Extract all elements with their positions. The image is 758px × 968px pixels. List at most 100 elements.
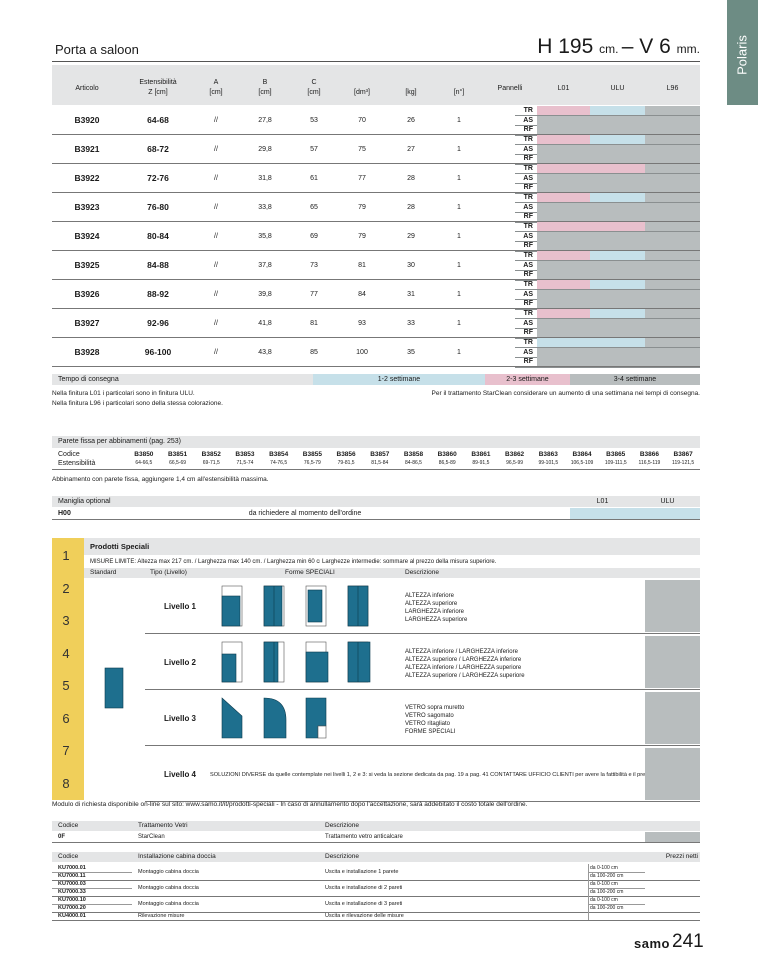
- sub-rule: [515, 260, 700, 261]
- fixed-ext: 99-101,5: [538, 460, 559, 466]
- level-desc: SOLUZIONI DIVERSE da quelle contemplate …: [210, 772, 645, 778]
- install-range: da 100-200 cm: [590, 873, 624, 879]
- row-rule: [52, 469, 700, 470]
- finish-cell: [537, 202, 700, 213]
- fixed-ext: 116,5-119: [638, 460, 661, 466]
- special-shape: [263, 697, 287, 739]
- finish-cell: [537, 222, 590, 232]
- range-divider: [588, 880, 589, 896]
- delivery-option: 3-4 settimane: [613, 376, 657, 383]
- finish-cell: [645, 338, 700, 348]
- finish-cell: [537, 154, 700, 164]
- panel-type: RF: [523, 300, 533, 308]
- special-col: Forme SPECIALI: [285, 569, 335, 576]
- row-rule: [52, 250, 700, 252]
- cell-value: //: [214, 320, 218, 327]
- level-desc: VETRO sagomato: [405, 713, 454, 719]
- finish-cell: [645, 135, 700, 145]
- col-header: Articolo: [75, 85, 99, 92]
- finish-cell: [537, 328, 700, 338]
- fixed-ext: 81,5-84: [371, 460, 389, 466]
- special-shape: [221, 595, 241, 627]
- row-rule: [52, 519, 700, 520]
- cell-value: 81: [310, 320, 318, 327]
- article-code: B3928: [74, 347, 100, 357]
- col-header: ULU: [610, 85, 625, 92]
- cell-value: 26: [407, 117, 415, 124]
- fixed-code: B3866: [639, 451, 659, 458]
- install-range: da 0-100 cm: [590, 897, 618, 903]
- finish-cell: [537, 270, 700, 280]
- finish-cell: [537, 164, 590, 174]
- level-desc: FORME SPECIALI: [405, 729, 456, 735]
- cell-value: 1: [457, 204, 461, 211]
- level-desc: ALTEZZA inferiore: [405, 593, 454, 599]
- level-rule: [145, 689, 700, 690]
- note: Nella finitura L01 i particolari sono in…: [52, 390, 195, 397]
- level-grey: [645, 748, 700, 800]
- extension-value: 84-88: [147, 260, 169, 270]
- col-header: [cm]: [258, 89, 272, 96]
- sub-rule: [515, 182, 700, 184]
- finish-cell: [537, 173, 700, 184]
- finish-cell: [537, 251, 590, 261]
- panel-type: TR: [523, 252, 533, 259]
- cell-value: 61: [310, 175, 318, 182]
- sub-rule: [588, 903, 645, 904]
- sub-rule: [515, 115, 700, 116]
- fixed-code: B3862: [505, 451, 525, 458]
- install-type: Montaggio cabina doccia: [138, 885, 199, 891]
- extension-value: 76-80: [147, 202, 169, 212]
- row-rule: [52, 279, 700, 281]
- finish-cell: [645, 193, 700, 203]
- ruler-number: 4: [62, 645, 70, 661]
- fixed-ext: 69-71,5: [202, 460, 220, 466]
- finish-cell: [537, 183, 700, 193]
- handle-cell: [570, 508, 700, 519]
- fixed-code: B3860: [437, 451, 457, 458]
- panel-type: TR: [523, 223, 533, 230]
- cell-value: 85: [310, 349, 318, 356]
- install-col: Descrizione: [325, 853, 359, 860]
- handle-text: da richiedere al momento dell'ordine: [248, 510, 362, 517]
- install-code: KU7000.11: [58, 873, 86, 879]
- level-rule: [145, 633, 700, 634]
- dimension-part: cm.: [599, 42, 622, 56]
- col-header: [n°]: [453, 89, 465, 96]
- row-rule: [52, 911, 700, 913]
- special-shape: [307, 589, 323, 623]
- cell-value: 79: [358, 233, 366, 240]
- special-col-header: [84, 568, 700, 578]
- sub-rule: [515, 298, 700, 300]
- row-rule: [52, 192, 700, 194]
- article-code: B3920: [74, 115, 100, 125]
- finish-cell: [537, 193, 590, 203]
- finish-cell: [537, 231, 700, 242]
- row-rule: [52, 308, 700, 310]
- row-label: Codice: [58, 451, 80, 458]
- row-rule: [52, 879, 700, 881]
- article-code: B3924: [74, 231, 100, 241]
- article-code: B3921: [74, 144, 100, 154]
- ruler-number: 5: [62, 678, 70, 693]
- cell-value: 29,8: [258, 146, 272, 153]
- fixed-code: B3865: [606, 451, 626, 458]
- cell-value: 41,8: [258, 320, 272, 327]
- fixed-ext: 64-66,5: [135, 460, 153, 466]
- finish-cell: [590, 338, 645, 348]
- cell-value: 27: [407, 146, 415, 153]
- special-col: Standard: [90, 569, 117, 576]
- handle-finish: ULU: [660, 498, 675, 505]
- fixed-ext: 79-81,5: [337, 460, 355, 466]
- cell-value: 27,8: [258, 117, 272, 124]
- sub-rule: [52, 887, 132, 888]
- fixed-ext: 86,5-89: [438, 460, 456, 466]
- install-header: [52, 852, 700, 862]
- article-code: B3922: [74, 173, 100, 183]
- level-desc: ALTEZZA superiore: [405, 601, 458, 607]
- special-intermediate: Larghezze intermedie: sommare al prezzo …: [322, 559, 497, 565]
- install-col: Installazione cabina doccia: [138, 853, 216, 860]
- install-type: Montaggio cabina doccia: [138, 901, 199, 907]
- install-desc: Uscita e installazione di 2 pareti: [325, 885, 403, 891]
